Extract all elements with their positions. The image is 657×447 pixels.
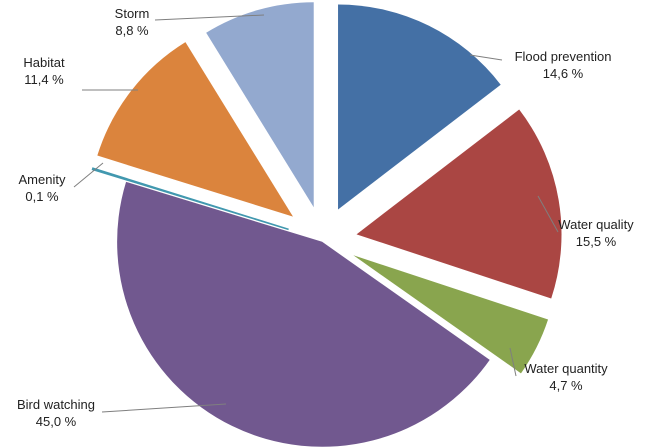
- leader-line-water-quality: [537, 195, 559, 233]
- slice-bird-watching: [117, 181, 490, 447]
- slice-value-flood-prevention: 14,6 %: [543, 66, 584, 81]
- slice-value-bird-watching: 45,0 %: [36, 414, 77, 429]
- slice-label-amenity: Amenity: [19, 172, 66, 187]
- leader-line-flood-prevention: [469, 54, 503, 61]
- slice-water-quantity: [353, 255, 549, 374]
- slice-amenity: [91, 167, 289, 231]
- leader-line-water-quantity: [509, 347, 517, 377]
- slice-habitat: [97, 42, 293, 217]
- slice-value-storm: 8,8 %: [115, 23, 149, 38]
- slice-label-water-quality: Water quality: [558, 217, 634, 232]
- slice-flood-prevention: [338, 4, 501, 210]
- leader-line-bird-watching: [101, 403, 227, 413]
- slice-value-water-quality: 15,5 %: [576, 234, 617, 249]
- leader-line-storm: [154, 14, 265, 21]
- slice-value-habitat: 11,4 %: [24, 72, 64, 87]
- slice-label-flood-prevention: Flood prevention: [515, 49, 612, 64]
- slice-label-storm: Storm: [115, 6, 150, 21]
- slice-label-bird-watching: Bird watching: [17, 397, 95, 412]
- slice-label-habitat: Habitat: [23, 55, 65, 70]
- slice-water-quality: [356, 109, 562, 299]
- slice-value-amenity: 0,1 %: [25, 189, 59, 204]
- leader-line-amenity: [73, 162, 104, 188]
- slice-storm: [206, 2, 314, 208]
- slice-value-water-quantity: 4,7 %: [549, 378, 583, 393]
- slice-label-water-quantity: Water quantity: [524, 361, 608, 376]
